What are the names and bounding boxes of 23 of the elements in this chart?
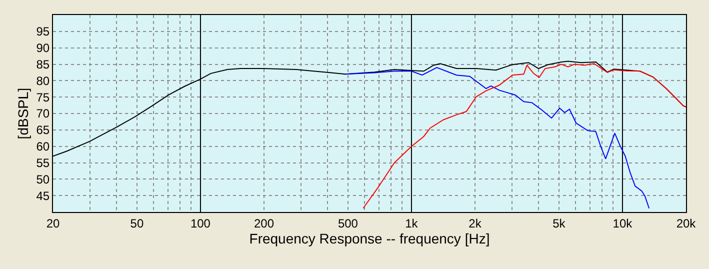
y-tick-label: 95 [36,24,50,39]
y-tick-label: 80 [36,74,50,88]
x-tick-label: 200 [254,216,274,230]
y-tick-label: 70 [36,106,50,121]
y-tick-label: 90 [36,41,50,56]
y-tick-label: 50 [36,172,50,186]
y-tick-label: 60 [36,140,50,154]
y-tick-label: 55 [36,156,50,170]
y-tick-label: 75 [36,90,50,104]
x-tick-label: 100 [190,216,211,230]
x-tick-label: 1k [405,216,419,230]
y-tick-label: 45 [36,188,50,203]
y-tick-label: 65 [36,123,50,138]
x-tick-label: 500 [338,216,358,230]
x-tick-label: 20k [676,216,697,230]
x-tick-label: 50 [130,216,144,230]
x-tick-label: 20 [46,216,60,230]
y-tick-label: 85 [36,57,50,72]
x-tick-label: 5k [552,216,566,230]
x-axis-title: Frequency Response -- frequency [Hz] [249,230,490,247]
x-tick-label: 2k [468,216,482,230]
x-tick-label: 10k [612,216,634,230]
y-axis-title: [dBSPL] [14,88,31,140]
